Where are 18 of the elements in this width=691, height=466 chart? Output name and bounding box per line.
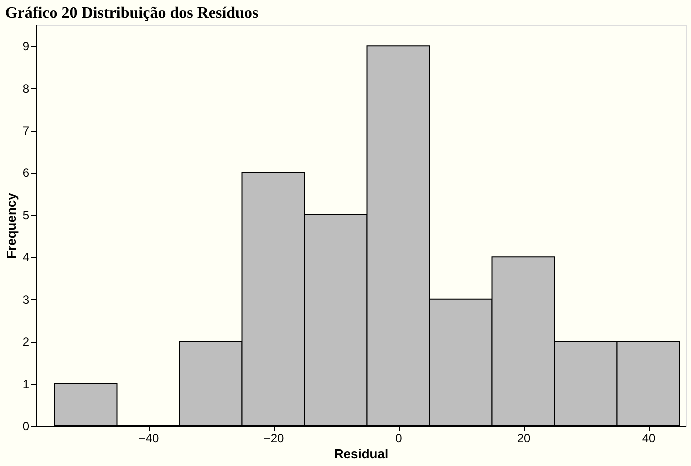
y-axis-title: Frequency (4, 192, 19, 259)
y-tick-label: 2 (22, 335, 30, 350)
x-tick-label: −20 (264, 432, 284, 446)
y-tick-label: 1 (22, 377, 30, 392)
y-tick-label: 9 (22, 40, 30, 54)
y-tick-label: 8 (22, 82, 30, 96)
y-tick-label: 7 (22, 124, 30, 138)
x-tick-label: 20 (517, 432, 531, 446)
y-tick-label: 4 (22, 250, 30, 265)
y-tick-label: 0 (22, 420, 30, 434)
x-tick-label: −40 (138, 432, 160, 446)
y-tick-label: 5 (22, 208, 30, 222)
x-tick-label: 0 (396, 432, 403, 446)
x-tick-label: 40 (642, 432, 656, 446)
chart-title: Gráfico 20 Distribuição dos Resíduos (5, 5, 259, 22)
x-axis-title: Residual (334, 446, 389, 462)
y-tick-label: 3 (22, 292, 30, 307)
y-tick-label: 6 (22, 166, 30, 180)
